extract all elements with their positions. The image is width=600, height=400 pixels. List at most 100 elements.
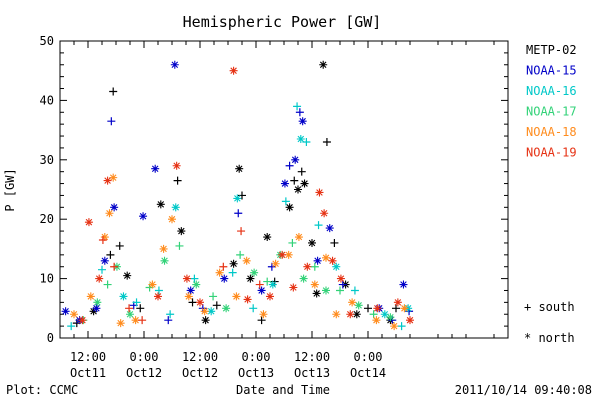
data-point-north [126,310,134,319]
y-tick-label: 40 [40,93,54,107]
data-point-north [257,286,266,295]
legend-entry: NOAA-17 [526,105,577,119]
x-tick-label-date: Oct12 [182,366,218,380]
data-point-south [255,280,264,289]
data-point-south [209,292,218,301]
data-point-north [263,233,272,242]
data-point-north [100,256,109,265]
data-point-south [110,262,119,271]
data-point-south [295,108,304,117]
data-point-south [249,304,258,313]
data-point-north [320,209,329,218]
data-point-south [154,286,163,295]
data-point-north [92,304,101,313]
x-tick-label-time: 0:00 [354,350,383,364]
legend-entry: NOAA-18 [526,125,577,139]
data-point-north [289,283,298,292]
data-point-south [293,102,302,111]
data-point-south [369,310,378,319]
data-point-north [246,274,255,283]
legend-entry: NOAA-19 [526,146,577,160]
data-point-north [372,316,381,325]
y-axis-label: P [GW] [3,168,17,211]
data-point-north [315,188,324,197]
data-point-north [322,286,330,295]
data-point-north [352,310,361,319]
data-point-north [156,200,165,209]
data-point-north [400,304,409,313]
data-point-south [188,298,197,307]
data-point-north [220,274,229,283]
x-tick-label-date: Oct12 [126,366,162,380]
data-point-south [106,250,115,259]
plot-credit: Plot: CCMC [6,383,78,397]
data-point-south [263,277,272,286]
x-tick-label-time: 12:00 [182,350,218,364]
data-point-north [322,253,330,262]
data-point-south [236,250,245,259]
data-point-north [300,179,309,188]
data-point-south [212,301,221,310]
data-point-north [346,310,355,319]
x-tick-label-date: Oct11 [70,366,106,380]
y-tick-label: 30 [40,153,54,167]
data-point-north [354,301,363,310]
data-point-north [215,268,224,277]
data-point-north [177,227,186,236]
data-point-north [294,233,303,242]
data-point-south [103,280,112,289]
data-point-north [186,286,195,295]
data-point-south [237,227,246,236]
marker-key-north: * north [524,331,575,345]
data-point-north [119,292,128,301]
data-point-north [268,280,277,289]
chart-title: Hemispheric Power [GW] [183,13,382,31]
data-point-south [175,241,184,250]
data-point-south [138,316,147,325]
data-point-south [364,304,372,313]
x-tick-label-time: 12:00 [70,350,106,364]
data-point-south [330,238,339,247]
data-point-north [170,60,179,69]
data-point-south [238,191,246,200]
data-point-north [310,280,319,289]
data-point-north [299,274,308,283]
data-point-north [172,161,181,170]
data-point-north [131,316,140,325]
data-point-north [151,164,160,173]
data-point-north [312,289,321,298]
data-point-south [257,316,266,325]
data-point-north [259,310,268,319]
data-point-north [332,310,341,319]
data-point-north [373,304,382,313]
data-point-north [139,212,148,221]
data-point-north [242,256,251,265]
data-point-north [250,268,259,277]
data-point-north [89,307,98,316]
data-point-south [290,176,299,185]
data-point-south [297,167,306,176]
y-tick-label: 10 [40,272,54,286]
data-point-north [325,224,334,233]
data-point-north [154,292,162,301]
data-point-south [234,209,243,218]
data-point-south [136,304,145,313]
data-point-south [67,322,76,331]
data-point-north [222,304,231,313]
data-point-north [201,316,210,325]
legend: METP-02 NOAA-15 NOAA-16 NOAA-17 NOAA-18 NOAA-… [526,43,577,160]
data-point-south [132,298,141,307]
data-point-north [78,316,87,325]
data-point-north [243,295,252,304]
data-point-north [159,244,168,253]
data-point-north [196,298,204,307]
data-point-north [336,274,345,283]
data-point-south [285,161,294,170]
data-point-south [109,87,118,96]
data-point-north [399,280,408,289]
data-point-north [109,173,118,182]
data-point-south [190,274,199,283]
data-point-south [281,197,290,206]
data-point-south [98,265,106,274]
data-point-north [390,322,399,331]
